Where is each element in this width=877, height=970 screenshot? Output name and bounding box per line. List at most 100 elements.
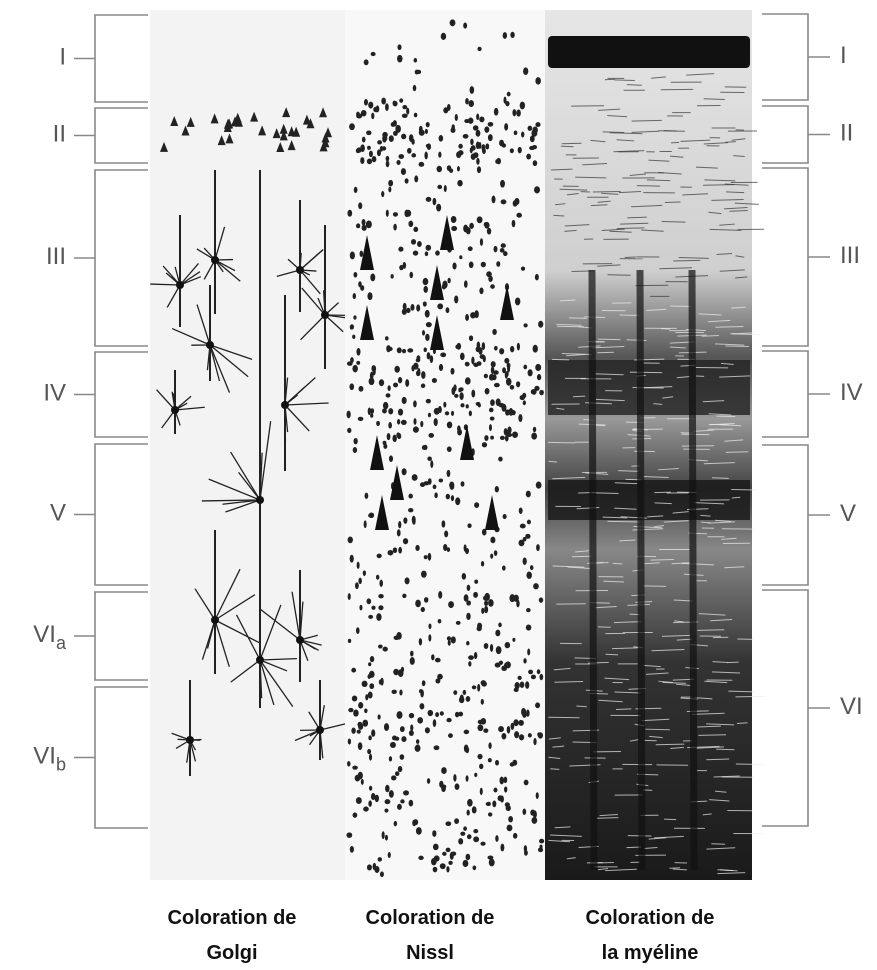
myelin-fiber [643,664,661,668]
nissl-cell [463,224,469,233]
nissl-cell [444,411,450,416]
nissl-cell [442,280,448,289]
golgi-cell [160,141,169,152]
myelin-fiber [551,358,570,361]
golgi-dendrite [214,619,261,644]
layer-label: III [46,243,66,270]
nissl-cell [394,736,400,741]
nissl-cell [450,495,455,502]
nissl-cell [484,600,489,606]
myelin-fiber [645,728,670,731]
nissl-cell [362,570,367,577]
nissl-cell [484,592,490,601]
myelin-fiber [550,168,573,171]
nissl-cell [454,295,459,304]
nissl-cell [476,216,483,224]
myelin-fiber [701,334,719,337]
golgi-soma [321,311,329,319]
nissl-cell [480,261,486,268]
nissl-cell [420,606,425,613]
nissl-cell [518,507,523,515]
nissl-cell [353,315,357,320]
nissl-cell [449,168,454,173]
nissl-cell [346,410,351,419]
nissl-cell [511,410,516,416]
myelin-fiber [597,868,609,871]
nissl-cell [425,398,431,404]
myelin-fiber [654,524,664,528]
nissl-cell [406,147,412,154]
nissl-cell [422,277,429,286]
layer-label-main: VI [840,693,863,720]
myelin-fiber [715,325,744,328]
nissl-cell [460,403,465,408]
myelin-fiber [653,403,663,405]
nissl-cell [356,360,361,365]
nissl-cell [415,544,420,552]
myelin-fiber [601,192,619,195]
nissl-cell [429,355,434,363]
nissl-cell [435,712,440,718]
nissl-cell [538,320,544,328]
layer-label-main: V [840,500,856,527]
nissl-cell [516,212,522,218]
nissl-cell [476,166,482,174]
nissl-cell [425,121,430,128]
nissl-cell [350,357,354,364]
myelin-fiber [698,613,726,616]
nissl-cell [432,843,439,851]
nissl-cell [369,371,374,380]
golgi-dendrite [294,729,321,742]
nissl-cell [499,435,505,440]
nissl-cell [474,772,478,778]
nissl-cell [454,783,460,790]
myelin-band [548,36,750,68]
myelin-fiber [598,699,623,703]
golgi-panel [150,10,345,880]
nissl-cell [468,261,474,269]
myelin-fiber [673,599,693,602]
nissl-cell [475,401,481,406]
myelin-fiber [703,184,735,186]
nissl-cell [355,797,362,804]
nissl-cell [451,124,455,131]
myelin-fiber [627,216,647,219]
nissl-cell [463,594,469,602]
nissl-cell [388,455,394,463]
golgi-dendrite [235,614,261,661]
nissl-cell [378,379,385,387]
nissl-pyramid [430,315,444,350]
nissl-cell [489,643,494,652]
myelin-fiber [658,172,682,175]
myelin-fiber [629,739,639,742]
nissl-cell [490,435,494,440]
nissl-cell [446,636,452,641]
nissl-cell [443,107,449,114]
nissl-cell [375,574,380,580]
nissl-cell [532,426,537,433]
nissl-cell [352,812,358,818]
nissl-cell [534,186,540,194]
nissl-cell [415,744,420,750]
golgi-soma [206,341,214,349]
golgi-dendrite [230,451,261,501]
nissl-cell [413,362,419,370]
nissl-cell [465,695,471,702]
nissl-cell [438,151,442,158]
nissl-cell [522,400,526,406]
nissl-cell [507,364,511,373]
nissl-cell [401,348,407,354]
layer-label-main: II [53,121,66,148]
myelin-fiber [631,204,663,208]
nissl-cell [399,689,403,696]
nissl-cell [502,367,506,374]
golgi-cell [319,141,328,152]
nissl-cell [500,243,506,248]
myelin-fiber [559,299,576,302]
nissl-cell [477,724,484,732]
myelin-fiber [724,439,744,442]
nissl-cell [503,776,508,784]
nissl-cell [492,328,497,335]
nissl-cell [455,497,461,506]
nissl-cell [385,155,390,162]
